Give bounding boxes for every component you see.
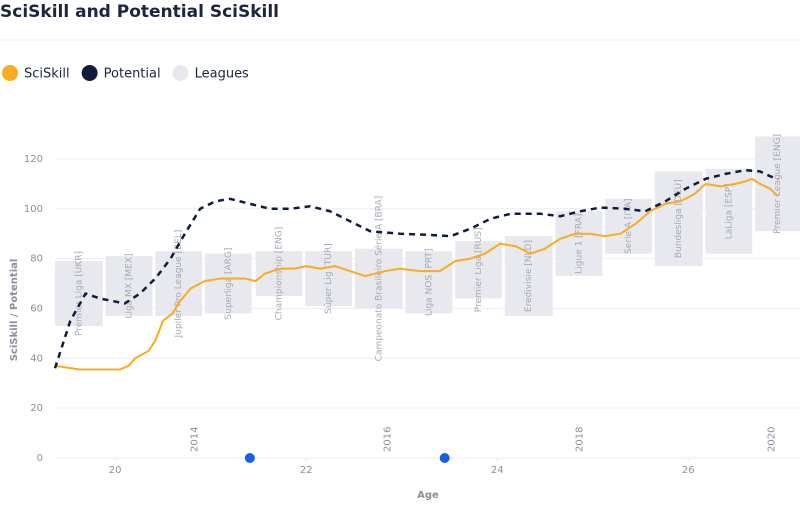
- league-box: [405, 251, 453, 314]
- league-box: [455, 241, 502, 299]
- y-tick-label: 20: [30, 403, 43, 414]
- year-label: 2014: [190, 427, 201, 452]
- legend-swatch: [81, 65, 98, 81]
- event-dot: [439, 453, 450, 463]
- chart-title: SciSkill and Potential SciSkill: [0, 2, 279, 22]
- league-label: Eredivisie [NLD]: [524, 240, 534, 312]
- league-label: Superliga [ARG]: [224, 248, 234, 320]
- league-label: Premier Liga [UKR]: [74, 251, 84, 336]
- x-tick-label: 20: [109, 465, 122, 476]
- league-label: LaLiga [ESP]: [724, 183, 734, 239]
- x-axis-label: Age: [417, 490, 439, 501]
- league-label: Liga MX [MEX]: [125, 254, 135, 319]
- series-line: [53, 168, 779, 369]
- league-box: [354, 248, 403, 309]
- legend-label: SciSkill: [24, 67, 70, 82]
- league-box: [305, 251, 353, 306]
- league-label: Liga NOS [PRT]: [424, 249, 434, 317]
- league-label: Premier Liga [RUS]: [474, 227, 484, 312]
- y-tick-label: 60: [30, 303, 43, 314]
- x-tick-label: 26: [682, 465, 695, 476]
- league-box: [55, 261, 103, 326]
- y-tick-label: 0: [37, 453, 43, 464]
- series-line: [54, 177, 779, 371]
- league-box: [755, 136, 800, 232]
- x-tick-label: 22: [300, 465, 313, 476]
- league-label: Serie A [ITA]: [624, 198, 634, 254]
- y-tick-label: 40: [30, 353, 43, 364]
- league-label: Championship [ENG]: [274, 227, 284, 321]
- league-box: [705, 168, 753, 254]
- legend-label: Leagues: [195, 67, 249, 82]
- league-box: [654, 171, 703, 267]
- year-label: 2018: [575, 427, 586, 452]
- league-box: [255, 251, 303, 296]
- league-label: Bundesliga [DEU]: [674, 179, 684, 258]
- y-axis-label: SciSkill / Potential: [9, 259, 20, 362]
- league-label: Ligue 1 [FRA]: [574, 214, 584, 274]
- league-label: Jupiler Pro League [BEL]: [174, 230, 184, 339]
- league-label: Campeonato Brasileiro Série A [BRA]: [373, 196, 384, 362]
- y-tick-label: 120: [24, 154, 43, 165]
- legend-label: Potential: [104, 67, 161, 82]
- legend-swatch: [172, 65, 189, 81]
- x-tick-label: 24: [491, 465, 504, 476]
- legend-swatch: [2, 65, 18, 81]
- year-label: 2020: [767, 427, 778, 452]
- league-box: [204, 253, 252, 314]
- y-tick-label: 100: [24, 204, 43, 215]
- league-box: [105, 256, 153, 316]
- event-dot: [244, 453, 255, 463]
- league-label: Süper Lig [TUR]: [324, 243, 334, 314]
- y-tick-label: 80: [30, 254, 43, 265]
- league-label: Premier League [ENG]: [773, 134, 783, 234]
- league-box: [555, 211, 603, 277]
- year-label: 2016: [383, 427, 394, 452]
